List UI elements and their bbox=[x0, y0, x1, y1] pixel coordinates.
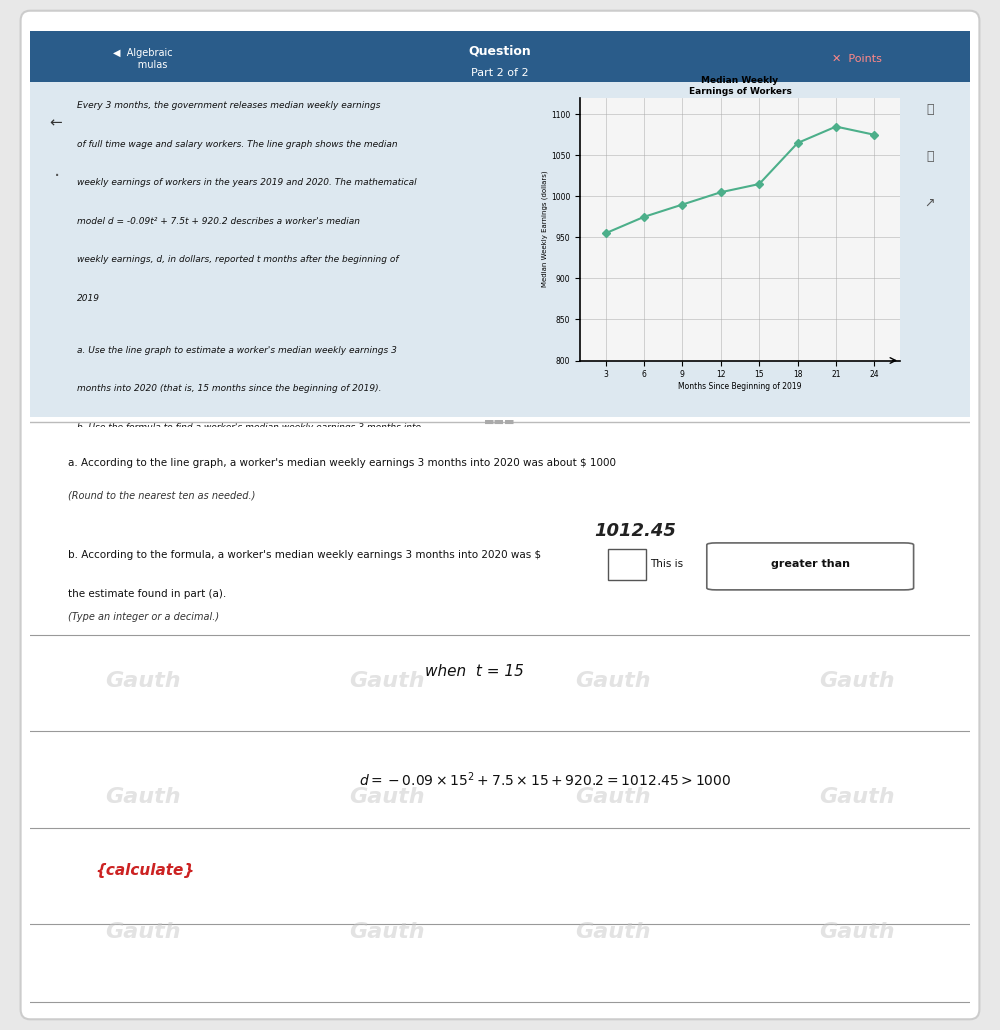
Text: This is: This is bbox=[650, 559, 684, 570]
Text: ✕  Points: ✕ Points bbox=[832, 55, 882, 64]
FancyBboxPatch shape bbox=[608, 549, 646, 580]
Text: Part 2 of 2: Part 2 of 2 bbox=[471, 68, 529, 78]
Text: 🔍: 🔍 bbox=[926, 149, 934, 163]
Text: Question: Question bbox=[469, 44, 531, 58]
Text: Gauth: Gauth bbox=[105, 787, 181, 806]
FancyBboxPatch shape bbox=[21, 10, 979, 1020]
Text: Gauth: Gauth bbox=[819, 672, 895, 691]
Text: 🔍: 🔍 bbox=[926, 103, 934, 115]
Y-axis label: Median Weekly Earnings (dollars): Median Weekly Earnings (dollars) bbox=[542, 171, 548, 287]
FancyBboxPatch shape bbox=[30, 427, 970, 623]
Text: greater than: greater than bbox=[771, 559, 850, 570]
Text: a. According to the line graph, a worker's median weekly earnings 3 months into : a. According to the line graph, a worker… bbox=[68, 457, 616, 468]
Text: 1012.45: 1012.45 bbox=[594, 522, 676, 540]
Text: when  t = 15: when t = 15 bbox=[425, 664, 524, 679]
X-axis label: Months Since Beginning of 2019: Months Since Beginning of 2019 bbox=[678, 382, 802, 391]
Text: Gauth: Gauth bbox=[349, 672, 425, 691]
FancyBboxPatch shape bbox=[30, 82, 970, 417]
Text: (Round to the nearest ten as needed.): (Round to the nearest ten as needed.) bbox=[68, 491, 255, 501]
Text: of full time wage and salary workers. The line graph shows the median: of full time wage and salary workers. Th… bbox=[77, 140, 398, 148]
Text: Gauth: Gauth bbox=[349, 922, 425, 942]
FancyBboxPatch shape bbox=[30, 31, 970, 88]
Text: months into 2020 (that is, 15 months since the beginning of 2019).: months into 2020 (that is, 15 months sin… bbox=[77, 384, 382, 393]
Text: Gauth: Gauth bbox=[575, 672, 651, 691]
Text: a. Use the line graph to estimate a worker's median weekly earnings 3: a. Use the line graph to estimate a work… bbox=[77, 346, 397, 354]
Text: Every 3 months, the government releases median weekly earnings: Every 3 months, the government releases … bbox=[77, 101, 380, 110]
Text: {calculate}: {calculate} bbox=[96, 863, 195, 878]
Text: ◀  Algebraic
      mulas: ◀ Algebraic mulas bbox=[113, 48, 173, 70]
Text: ←: ← bbox=[49, 115, 62, 130]
Text: ▬▬▬: ▬▬▬ bbox=[484, 417, 516, 427]
Text: b. Use the formula to find a worker's median weekly earnings 3 months into: b. Use the formula to find a worker's me… bbox=[77, 422, 421, 432]
Text: Gauth: Gauth bbox=[819, 787, 895, 806]
FancyBboxPatch shape bbox=[30, 623, 970, 1009]
Text: 2019: 2019 bbox=[77, 294, 100, 303]
Text: Gauth: Gauth bbox=[105, 672, 181, 691]
Text: b. According to the formula, a worker's median weekly earnings 3 months into 202: b. According to the formula, a worker's … bbox=[68, 550, 541, 559]
FancyBboxPatch shape bbox=[707, 543, 914, 590]
Text: Gauth: Gauth bbox=[575, 922, 651, 942]
Text: Gauth: Gauth bbox=[575, 787, 651, 806]
Text: weekly earnings of workers in the years 2019 and 2020. The mathematical: weekly earnings of workers in the years … bbox=[77, 178, 417, 187]
Title: Median Weekly
Earnings of Workers: Median Weekly Earnings of Workers bbox=[689, 76, 791, 96]
Text: model d = -0.09t² + 7.5t + 920.2 describes a worker's median: model d = -0.09t² + 7.5t + 920.2 describ… bbox=[77, 217, 360, 226]
Text: ↗: ↗ bbox=[925, 197, 935, 209]
Text: Gauth: Gauth bbox=[819, 922, 895, 942]
Text: $d = -0.09 \times 15^2 + 7.5 \times 15 + 920.2 = 1012.45 > 1000$: $d = -0.09 \times 15^2 + 7.5 \times 15 +… bbox=[359, 770, 731, 789]
Text: 2020. How does this compare with the estimate in part (a)?: 2020. How does this compare with the est… bbox=[77, 461, 346, 470]
Text: (Type an integer or a decimal.): (Type an integer or a decimal.) bbox=[68, 612, 219, 622]
Text: ·: · bbox=[54, 167, 60, 185]
Text: Gauth: Gauth bbox=[349, 787, 425, 806]
Text: the estimate found in part (a).: the estimate found in part (a). bbox=[68, 589, 226, 598]
Text: Gauth: Gauth bbox=[105, 922, 181, 942]
Text: weekly earnings, d, in dollars, reported t months after the beginning of: weekly earnings, d, in dollars, reported… bbox=[77, 255, 398, 265]
